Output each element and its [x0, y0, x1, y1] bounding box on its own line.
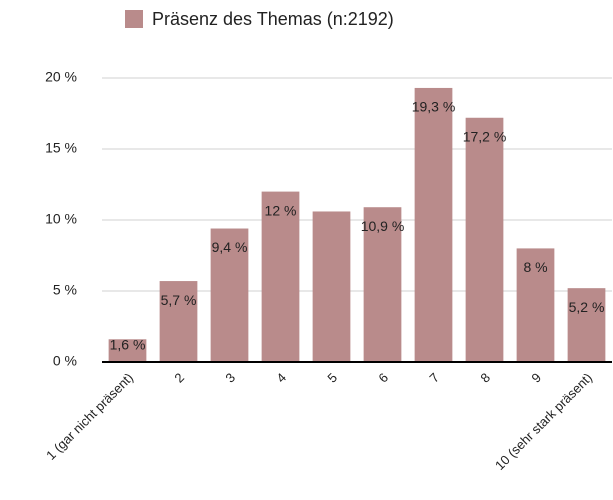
- bar: [261, 191, 300, 362]
- data-label: 10,9 %: [361, 218, 405, 234]
- x-tick-label: 4: [273, 370, 289, 386]
- data-label: 9,4 %: [212, 239, 248, 255]
- data-label: 19,3 %: [412, 99, 456, 115]
- x-tick-label: 3: [222, 370, 238, 386]
- x-tick-label: 2: [171, 370, 187, 386]
- data-label: 1,6 %: [110, 337, 146, 353]
- data-label: 5,2 %: [569, 299, 605, 315]
- legend-swatch: [125, 10, 143, 28]
- x-tick-label: 9: [528, 370, 544, 386]
- bar: [210, 228, 249, 362]
- y-tick-label: 5 %: [53, 282, 77, 298]
- data-label: 12 %: [265, 202, 297, 218]
- x-tick-label: 7: [426, 370, 442, 386]
- data-label: 5,7 %: [161, 292, 197, 308]
- y-tick-label: 0 %: [53, 353, 77, 369]
- x-tick-label: 10 (sehr stark präsent): [492, 370, 595, 473]
- data-label: 8 %: [523, 259, 547, 275]
- x-tick-label: 6: [375, 370, 391, 386]
- legend-label: Präsenz des Themas (n:2192): [152, 9, 394, 29]
- bar: [108, 339, 147, 362]
- y-tick-label: 10 %: [45, 211, 77, 227]
- bar: [465, 117, 504, 362]
- bar: [567, 288, 606, 362]
- x-tick-label: 5: [324, 370, 340, 386]
- data-label: 17,2 %: [463, 128, 507, 144]
- y-tick-label: 15 %: [45, 140, 77, 156]
- x-tick-label: 8: [477, 370, 493, 386]
- bar: [414, 87, 453, 362]
- y-tick-label: 20 %: [45, 69, 77, 85]
- bar: [516, 248, 555, 362]
- bar: [363, 207, 402, 362]
- bar: [159, 281, 198, 362]
- bar: [312, 211, 351, 362]
- x-tick-label: 1 (gar nicht präsent): [43, 370, 136, 463]
